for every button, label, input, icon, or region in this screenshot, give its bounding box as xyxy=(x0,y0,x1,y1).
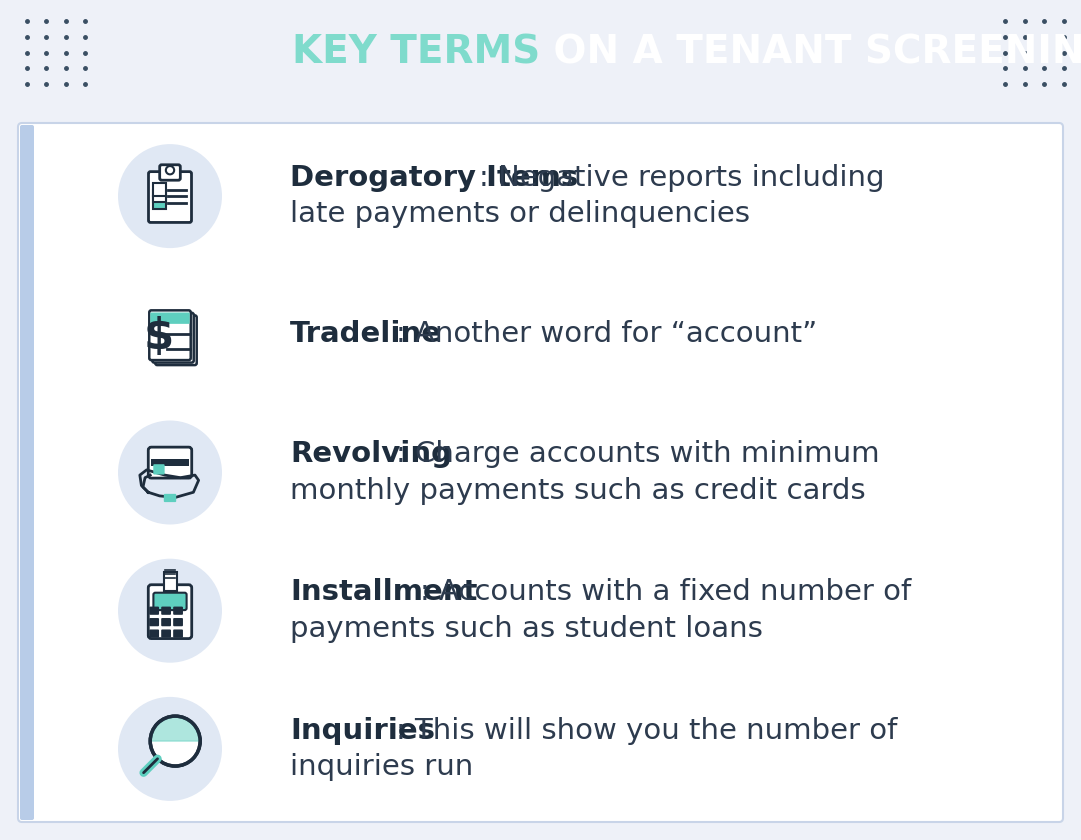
FancyBboxPatch shape xyxy=(154,593,187,610)
FancyBboxPatch shape xyxy=(148,447,191,478)
Text: Tradeline: Tradeline xyxy=(290,320,442,349)
FancyBboxPatch shape xyxy=(150,312,190,324)
Text: Inquiries: Inquiries xyxy=(290,717,435,745)
Text: Derogatory Items: Derogatory Items xyxy=(290,164,578,192)
Text: : Another word for “account”: : Another word for “account” xyxy=(397,320,817,349)
Text: : Accounts with a fixed number of: : Accounts with a fixed number of xyxy=(419,579,911,606)
FancyBboxPatch shape xyxy=(152,312,193,363)
FancyBboxPatch shape xyxy=(156,315,197,365)
Text: ON A TENANT SCREENING REPORT: ON A TENANT SCREENING REPORT xyxy=(540,34,1081,71)
Text: Revolving: Revolving xyxy=(290,440,452,469)
Text: KEY TERMS: KEY TERMS xyxy=(292,34,540,71)
Text: payments such as student loans: payments such as student loans xyxy=(290,615,763,643)
FancyBboxPatch shape xyxy=(152,183,166,196)
FancyBboxPatch shape xyxy=(149,310,190,360)
Circle shape xyxy=(118,144,222,248)
FancyBboxPatch shape xyxy=(149,618,159,627)
FancyBboxPatch shape xyxy=(149,606,159,615)
FancyBboxPatch shape xyxy=(18,123,1063,822)
Polygon shape xyxy=(150,717,200,741)
Text: : Negative reports including: : Negative reports including xyxy=(479,164,884,192)
Text: : This will show you the number of: : This will show you the number of xyxy=(397,717,897,745)
Text: : Charge accounts with minimum: : Charge accounts with minimum xyxy=(397,440,880,469)
FancyBboxPatch shape xyxy=(161,606,171,615)
FancyBboxPatch shape xyxy=(148,171,191,223)
Circle shape xyxy=(118,421,222,524)
Text: monthly payments such as credit cards: monthly payments such as credit cards xyxy=(290,477,866,505)
FancyBboxPatch shape xyxy=(173,606,183,615)
Circle shape xyxy=(118,559,222,663)
FancyBboxPatch shape xyxy=(152,190,166,202)
FancyBboxPatch shape xyxy=(154,465,164,475)
FancyBboxPatch shape xyxy=(173,618,183,627)
FancyBboxPatch shape xyxy=(21,125,34,820)
FancyBboxPatch shape xyxy=(151,459,189,466)
Text: late payments or delinquencies: late payments or delinquencies xyxy=(290,200,750,228)
Text: Installment: Installment xyxy=(290,579,478,606)
FancyBboxPatch shape xyxy=(163,572,176,591)
FancyBboxPatch shape xyxy=(149,629,159,638)
FancyBboxPatch shape xyxy=(164,494,176,502)
Circle shape xyxy=(165,166,174,175)
FancyBboxPatch shape xyxy=(161,618,171,627)
Circle shape xyxy=(150,717,200,766)
FancyBboxPatch shape xyxy=(161,629,171,638)
Text: $: $ xyxy=(144,316,174,358)
FancyBboxPatch shape xyxy=(152,197,166,209)
FancyBboxPatch shape xyxy=(160,165,181,181)
Circle shape xyxy=(118,697,222,801)
FancyBboxPatch shape xyxy=(148,585,191,638)
Text: inquiries run: inquiries run xyxy=(290,753,473,781)
FancyBboxPatch shape xyxy=(173,629,183,638)
